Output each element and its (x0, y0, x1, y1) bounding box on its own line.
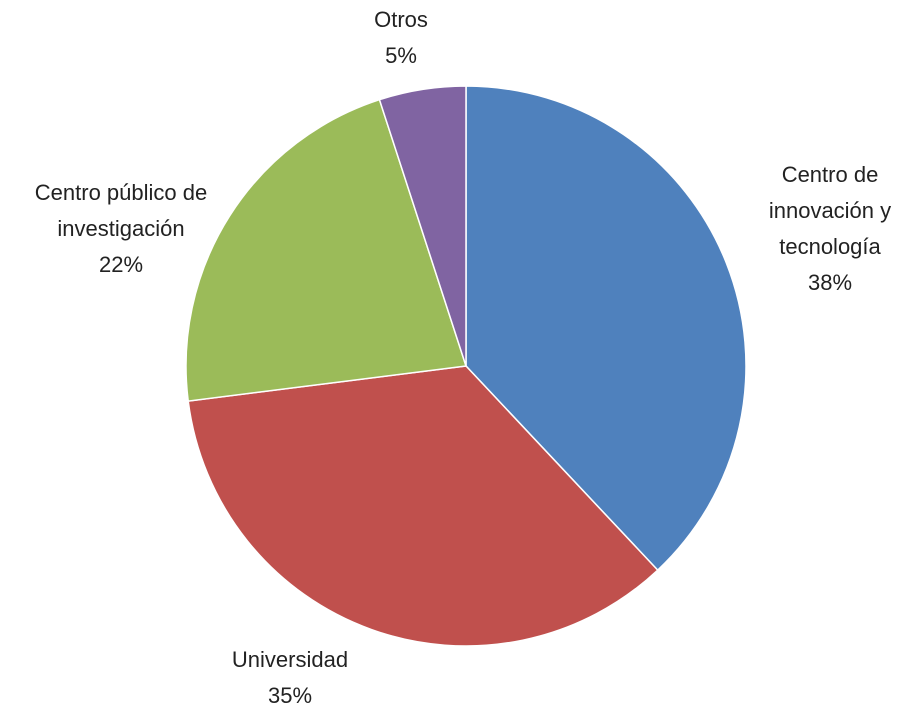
data-label: Universidad 35% (190, 642, 390, 714)
category-label: Centro de innovación y tecnología (768, 162, 892, 259)
pie-slice (378, 85, 467, 367)
pie-slice (185, 98, 467, 402)
data-label: Centro de innovación y tecnología 38% (755, 157, 905, 301)
pie-slice (187, 365, 659, 647)
value-label: 38% (807, 270, 853, 295)
category-label: Centro público de investigación (34, 180, 208, 241)
value-label: 35% (267, 683, 313, 708)
category-label: Otros (374, 7, 428, 32)
value-label: 22% (98, 252, 144, 277)
value-label: 5% (385, 43, 417, 68)
category-label: Universidad (231, 647, 349, 672)
data-label: Otros 5% (341, 2, 461, 74)
data-label: Centro público de investigación 22% (19, 175, 224, 283)
pie-slice (465, 85, 747, 572)
